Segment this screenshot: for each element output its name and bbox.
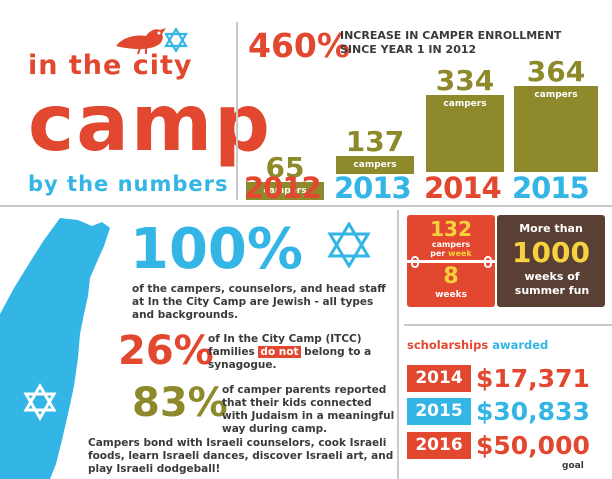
star-of-david-icon	[164, 28, 188, 52]
summer-fun-suffix: weeks of summer fun	[514, 270, 590, 297]
jewish-staff-value: 100%	[130, 217, 304, 282]
enrollment-bar-value: 334	[435, 64, 495, 98]
enrollment-bar-value: 65	[265, 151, 305, 184]
enrollment-year-label: 2012	[244, 171, 322, 205]
scholarship-amount: $17,371	[476, 364, 590, 393]
israel-map-icon	[0, 218, 110, 479]
campers-per-week-label-1: campers	[431, 240, 471, 249]
enrollment-headline-text: INCREASE IN CAMPER ENROLLMENT SINCE YEAR…	[340, 29, 562, 56]
divider-vertical-top	[236, 22, 238, 200]
enrollment-bar	[514, 104, 598, 172]
synagogue-text-before: of In the City Camp (ITCC) families	[208, 333, 362, 358]
synagogue-text-after: belong to a synagogue.	[208, 346, 372, 371]
jewish-staff-text: of the campers, counselors, and head sta…	[132, 283, 386, 321]
enrollment-bar-value: 137	[345, 124, 405, 158]
enrollment-bar-label: campers	[336, 155, 414, 174]
scholarship-year: 2016	[407, 432, 471, 459]
enrollment-year-label: 2013	[334, 171, 412, 205]
scholarship-amount: $30,833	[476, 397, 590, 426]
enrollment-bar-label: campers	[514, 86, 598, 104]
enrollment-year-label: 2015	[512, 171, 590, 205]
synagogue-value: 26%	[118, 328, 214, 374]
hinge-right-icon	[484, 256, 492, 268]
scholarship-year: 2014	[407, 365, 471, 392]
divider-horizontal	[0, 205, 612, 207]
enrollment-bar	[426, 113, 504, 172]
campers-per-week-label-per: per	[430, 249, 446, 258]
summer-fun-value: 1000	[512, 236, 590, 269]
bird-icon	[116, 28, 166, 55]
scholarships-heading: scholarships awarded	[407, 338, 548, 352]
enrollment-headline-value: 460%	[248, 26, 350, 65]
weeks-label: weeks	[435, 290, 467, 300]
weeks-value: 8	[443, 264, 459, 289]
summer-fun-prefix: More than	[519, 222, 583, 235]
scholarships-heading-a: scholarships	[407, 338, 489, 352]
israel-text: Campers bond with Israeli counselors, co…	[88, 437, 394, 475]
logo-line-1: in the city	[28, 50, 193, 81]
divider-vertical-bottom	[397, 210, 399, 479]
enrollment-year-label: 2014	[424, 171, 502, 205]
enrollment-bar-label: campers	[246, 182, 324, 200]
synagogue-highlight: do not	[258, 346, 301, 358]
synagogue-text: of In the City Camp (ITCC) families do n…	[208, 333, 394, 372]
scholarship-amount: $50,000	[476, 431, 590, 460]
enrollment-bar-label: campers	[426, 95, 504, 114]
scholarships-goal-label: goal	[562, 461, 584, 471]
campers-per-week-label: campers per week	[407, 240, 495, 258]
judaism-connection-value: 83%	[132, 380, 228, 426]
campers-per-week-value: 132	[430, 217, 472, 241]
scholarships-heading-b: awarded	[492, 338, 549, 352]
logo-tagline: by the numbers	[28, 172, 229, 196]
hinge-left-icon	[411, 256, 419, 268]
tile-separator	[407, 260, 495, 263]
star-of-david-icon	[327, 222, 371, 268]
scholarship-year: 2015	[407, 398, 471, 425]
enrollment-bar-value: 364	[526, 55, 586, 88]
logo-camp: CAMP	[28, 79, 272, 169]
judaism-connection-text: of camper parents reported that their ki…	[222, 384, 395, 435]
divider-right-mid	[404, 324, 612, 326]
campers-per-week-label-week: week	[448, 249, 472, 258]
summer-fun-tile	[497, 215, 605, 307]
